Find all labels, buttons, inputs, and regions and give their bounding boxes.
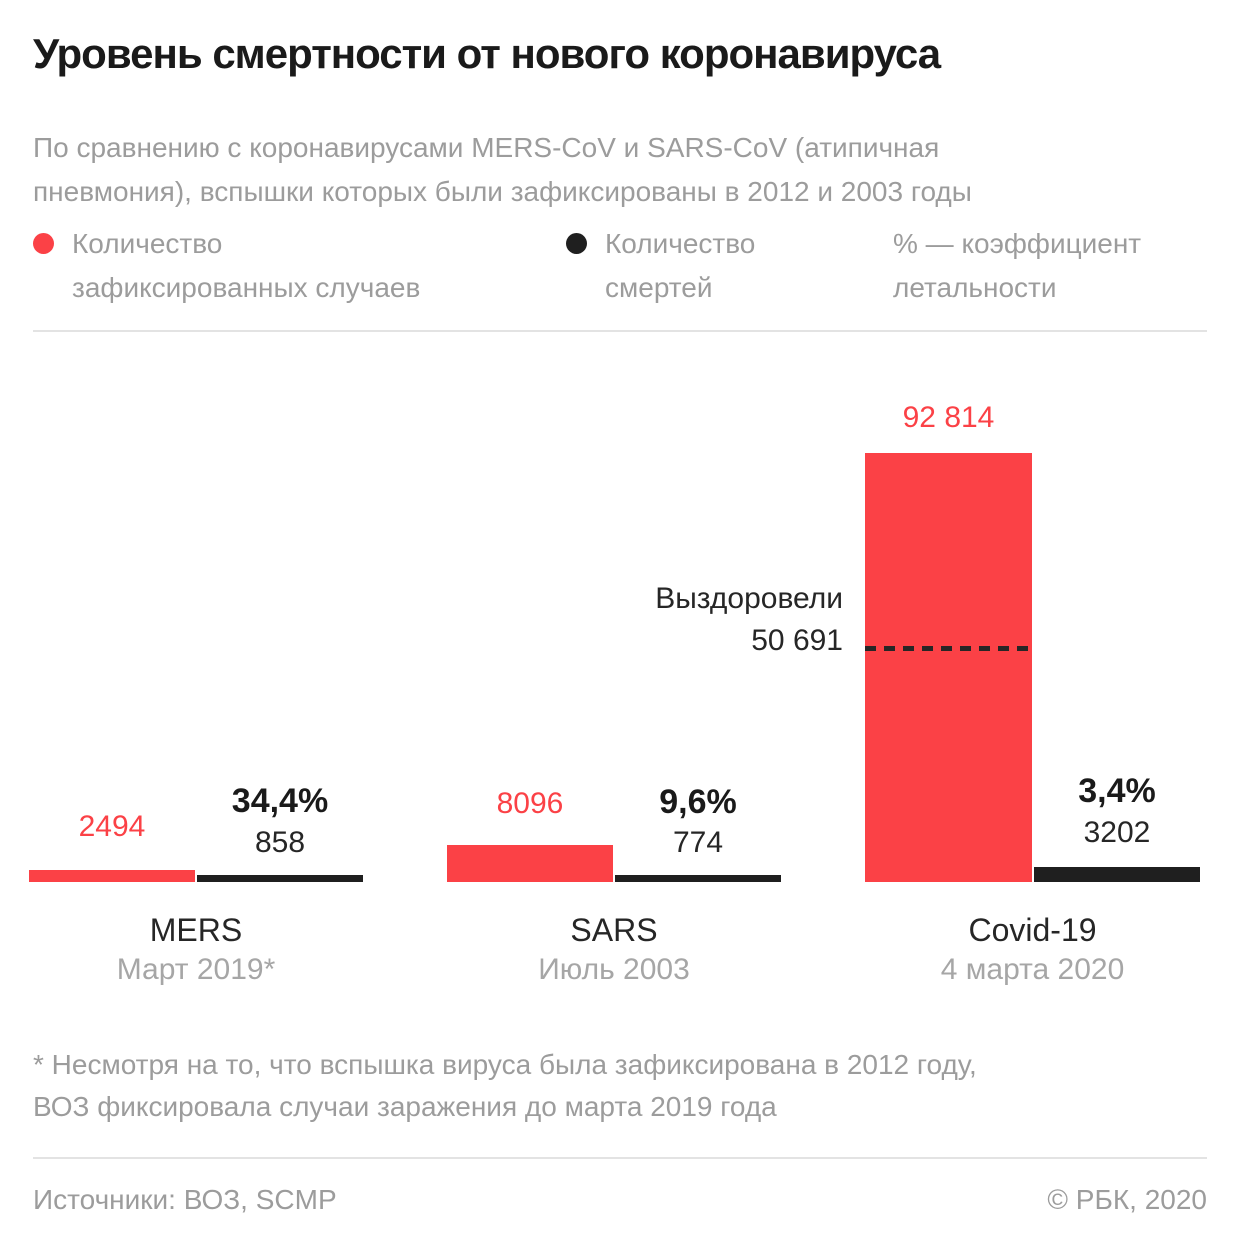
category-date-mers: Март 2019* <box>116 953 276 986</box>
recovered-annotation: Выздоровели 50 691 <box>560 578 843 662</box>
legend-deaths: Количество смертей <box>566 222 755 310</box>
category-sars: SARS <box>570 912 658 948</box>
bar-mers-deaths <box>197 875 363 882</box>
value-covid-deaths: 3202 <box>1083 816 1151 849</box>
fatality-rate-mers: 34,4% <box>231 782 329 820</box>
legend-deaths-line-1: Количество <box>605 228 756 259</box>
legend-fatality-line-2: летальности <box>893 272 1057 303</box>
bar-sars-deaths <box>615 875 781 882</box>
bar-covid-deaths <box>1034 867 1200 882</box>
bar-mers-cases <box>29 870 195 882</box>
value-sars-cases: 8096 <box>496 787 564 820</box>
recovered-dashed-line <box>865 646 1032 651</box>
footnote: * Несмотря на то, что вспышка вируса был… <box>33 1044 1133 1128</box>
subtitle-line-1: По сравнению с коронавирусами MERS-CoV и… <box>33 132 940 163</box>
subtitle-line-2: пневмония), вспышки которых были зафикси… <box>33 176 972 207</box>
fatality-rate-covid: 3,4% <box>1078 772 1156 810</box>
legend-fatality: % — коэффициент летальности <box>893 222 1141 310</box>
legend-fatality-label: % — коэффициент летальности <box>893 222 1141 310</box>
category-mers: MERS <box>149 912 243 948</box>
footer-sources: Источники: ВОЗ, SCMP <box>33 1184 337 1215</box>
legend-cases-label: Количество зафиксированных случаев <box>72 222 420 310</box>
footnote-line-2: ВОЗ фиксировала случаи заражения до март… <box>33 1091 777 1122</box>
legend-deaths-label: Количество смертей <box>605 222 755 310</box>
category-date-sars: Июль 2003 <box>538 953 690 986</box>
fatality-rate-sars: 9,6% <box>659 783 737 821</box>
legend-cases-line-1: Количество <box>72 228 223 259</box>
legend-deaths-line-2: смертей <box>605 272 713 303</box>
legend-fatality-line-1: % — коэффициент <box>893 228 1142 259</box>
value-sars-deaths: 774 <box>672 826 724 859</box>
recovered-value: 50 691 <box>751 624 843 657</box>
value-mers-deaths: 858 <box>254 826 306 859</box>
value-mers-cases: 2494 <box>78 810 146 843</box>
recovered-label-text: Выздоровели <box>655 582 843 615</box>
cases-dot-icon <box>33 233 54 254</box>
value-covid-cases: 92 814 <box>902 401 995 434</box>
bar-sars-cases <box>447 845 613 882</box>
page-title: Уровень смертности от нового коронавирус… <box>33 30 941 77</box>
footnote-line-1: * Несмотря на то, что вспышка вируса был… <box>33 1049 977 1080</box>
subtitle: По сравнению с коронавирусами MERS-CoV и… <box>33 126 1207 214</box>
category-date-covid: 4 марта 2020 <box>940 953 1125 986</box>
footer-divider <box>33 1157 1207 1159</box>
footer-copyright: © РБК, 2020 <box>1047 1184 1207 1215</box>
bar-covid-cases <box>865 453 1032 882</box>
header-divider <box>33 330 1207 332</box>
legend-cases: Количество зафиксированных случаев <box>33 222 420 310</box>
deaths-dot-icon <box>566 233 587 254</box>
legend-cases-line-2: зафиксированных случаев <box>72 272 421 303</box>
category-covid: Covid-19 <box>968 912 1097 948</box>
